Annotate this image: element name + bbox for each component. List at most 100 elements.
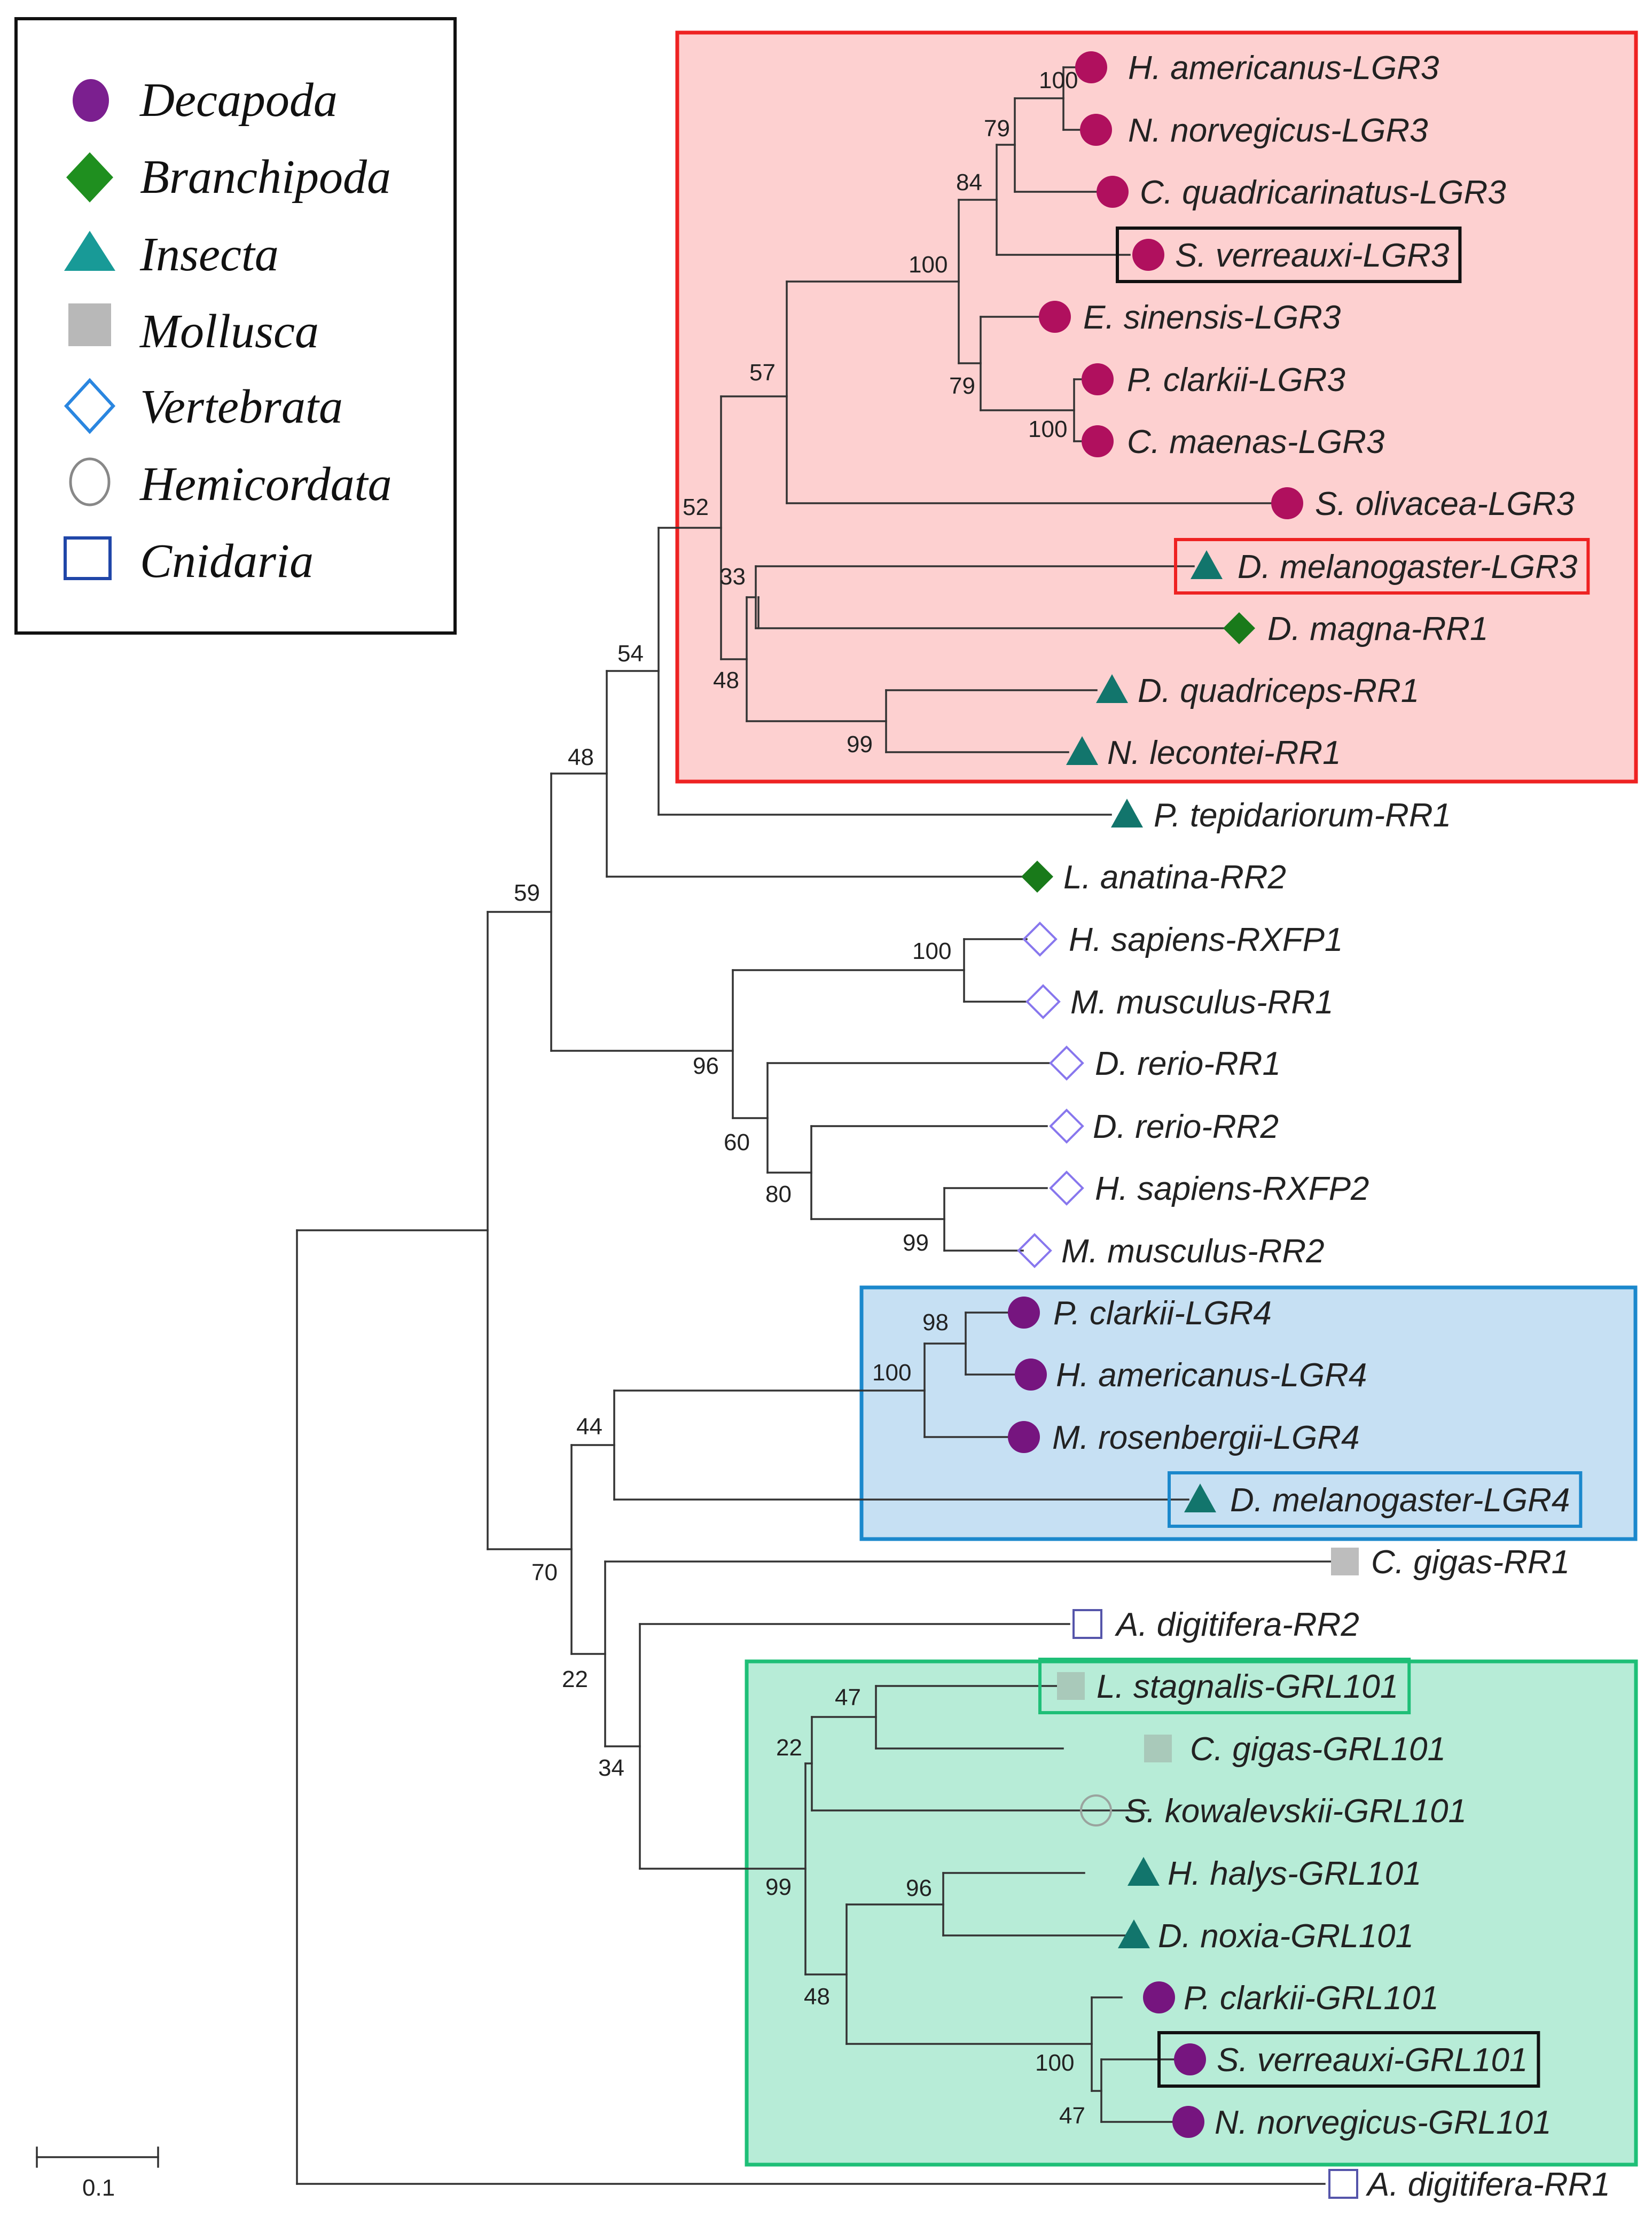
tip-dquRR1: D. quadriceps-RR1 [1096,673,1419,709]
legend-label-branchipoda: Branchipoda [140,151,391,204]
tip-pclLGR3: P. clarkii-LGR3 [1082,362,1345,399]
tip-nnoLGR3: N. norvegicus-LGR3 [1080,112,1428,149]
taxon-label: S. olivacea-LGR3 [1315,486,1575,522]
bootstrap-value: 54 [617,641,644,667]
taxon-label: S. verreauxi-GRL101 [1217,2042,1528,2079]
circle-icon [1015,1359,1047,1391]
legend-mollusca-square-icon [68,303,111,346]
tip-skoGRL101: S. kowalevskii-GRL101 [1080,1793,1467,1830]
tip-mroLGR4: M. rosenbergii-LGR4 [1008,1419,1359,1456]
tree-tips: H. americanus-LGR3 N. norvegicus-LGR3 C. q… [1008,50,1610,2203]
taxon-label: D. noxia-GRL101 [1158,1918,1414,1955]
taxon-label: D. melanogaster-LGR3 [1238,549,1577,585]
tip-solLGR3: S. olivacea-LGR3 [1271,486,1575,522]
legend-cnidaria-square-outline-icon [64,536,112,580]
circle-icon [1075,51,1107,83]
diamond-icon [1021,861,1053,893]
tip-hhaGRL101: H. halys-GRL101 [1128,1855,1422,1892]
circle-outline-icon [1080,1794,1112,1826]
diamond-outline-icon [1049,1045,1084,1081]
tip-dreRR2: D. rerio-RR2 [1049,1108,1279,1145]
bootstrap-value: 98 [922,1309,949,1336]
tip-adiRR1: A. digitifera-RR1 [1328,2166,1610,2203]
tip-cgiRR1: C. gigas-RR1 [1331,1544,1570,1581]
legend: Decapoda Branchipoda Insecta Mollusca Ve… [14,17,457,635]
taxon-label: E. sinensis-LGR3 [1083,299,1341,336]
taxon-label: C. gigas-GRL101 [1190,1731,1446,1768]
square-icon [1331,1548,1359,1575]
taxon-label: P. clarkii-LGR3 [1127,362,1345,399]
bootstrap-value: 99 [847,731,873,758]
tip-cgiGRL101: C. gigas-GRL101 [1144,1731,1446,1768]
taxon-label: H. sapiens-RXFP1 [1069,922,1343,958]
circle-icon [1008,1421,1040,1453]
tip-mmuRR2: M. musculus-RR2 [1017,1233,1325,1270]
legend-label-mollusca: Mollusca [139,305,319,358]
bootstrap-value: 96 [906,1875,932,1901]
legend-decapoda-circle-icon [73,79,109,122]
square-outline-icon [1072,1609,1102,1639]
lgr3-clade-box [675,30,1638,784]
tip-pclLGR4: P. clarkii-LGR4 [1008,1295,1272,1332]
triangle-icon [1111,799,1143,827]
bootstrap-value: 52 [683,494,709,520]
legend-vertebrata-diamond-outline-icon [64,378,116,434]
bootstrap-value: 100 [1035,2050,1074,2076]
tip-lanRR2: L. anatina-RR2 [1021,859,1286,896]
bootstrap-value: 44 [576,1414,602,1440]
taxon-label: L. anatina-RR2 [1063,859,1286,896]
taxon-label: D. rerio-RR2 [1093,1108,1279,1145]
triangle-icon [1118,1919,1150,1948]
triangle-icon [1066,736,1098,765]
bootstrap-value: 70 [531,1559,558,1586]
taxon-label: P. clarkii-LGR4 [1053,1295,1272,1332]
taxon-label: D. rerio-RR1 [1095,1045,1281,1082]
grl101-clade-box [745,1659,1638,2167]
taxon-label: P. tepidariorum-RR1 [1154,797,1451,834]
taxon-label: N. norvegicus-GRL101 [1215,2104,1552,2141]
tip-dmaRR1: D. magna-RR1 [1223,611,1488,647]
diamond-outline-icon [1025,984,1061,1019]
bootstrap-value: 100 [1039,67,1078,93]
diamond-icon [1223,612,1255,644]
tip-hsaRXFP2: H. sapiens-RXFP2 [1049,1170,1369,1207]
bootstrap-value: 79 [984,115,1010,142]
tip-hamLGR3: H. americanus-LGR3 [1075,50,1439,87]
bootstrap-value: 22 [562,1666,588,1692]
taxon-label: P. clarkii-GRL101 [1184,1980,1439,2017]
legend-hemicordata-circle-outline-icon [69,457,111,506]
scale-bar: 0.1 [36,2146,159,2201]
circle-icon [1080,114,1112,146]
circle-icon [1008,1297,1040,1329]
clade-boxes [675,30,1638,2167]
tip-lstGRL101: L. stagnalis-GRL101 [1057,1668,1398,1705]
tip-mmuRR1: M. musculus-RR1 [1025,984,1334,1021]
highlight-box [1157,2031,1540,2088]
bootstrap-value: 99 [903,1230,929,1256]
bootstrap-value: 60 [724,1129,750,1156]
taxon-label: M. musculus-RR1 [1070,984,1334,1021]
diamond-outline-icon [1049,1170,1084,1206]
tip-sveLGR3: S. verreauxi-LGR3 [1132,237,1449,274]
taxon-label: S. verreauxi-LGR3 [1175,237,1449,274]
tip-sveGRL101: S. verreauxi-GRL101 [1174,2042,1528,2079]
tip-hsaRXFP1: H. sapiens-RXFP1 [1022,922,1343,958]
bootstrap-value: 84 [956,169,982,196]
circle-icon [1082,425,1114,457]
taxon-label: H. sapiens-RXFP2 [1095,1170,1369,1207]
bootstrap-value: 100 [1028,416,1067,442]
taxon-label: C. maenas-LGR3 [1127,424,1384,460]
circle-icon [1039,301,1071,333]
legend-label-insecta: Insecta [139,228,279,281]
tip-hamLGR4: H. americanus-LGR4 [1015,1357,1367,1394]
taxon-label: H. americanus-LGR3 [1128,50,1439,87]
bootstrap-value: 34 [598,1755,624,1781]
square-outline-icon [1328,2169,1358,2199]
tip-cmaLGR3: C. maenas-LGR3 [1082,424,1384,460]
taxon-label: D. magna-RR1 [1267,611,1488,647]
scale-bar-label: 0.1 [82,2175,115,2201]
taxon-label: D. quadriceps-RR1 [1138,673,1419,709]
highlight-box [1168,1471,1583,1528]
taxon-label: N. lecontei-RR1 [1107,735,1341,771]
taxon-label: C. gigas-RR1 [1371,1544,1570,1581]
